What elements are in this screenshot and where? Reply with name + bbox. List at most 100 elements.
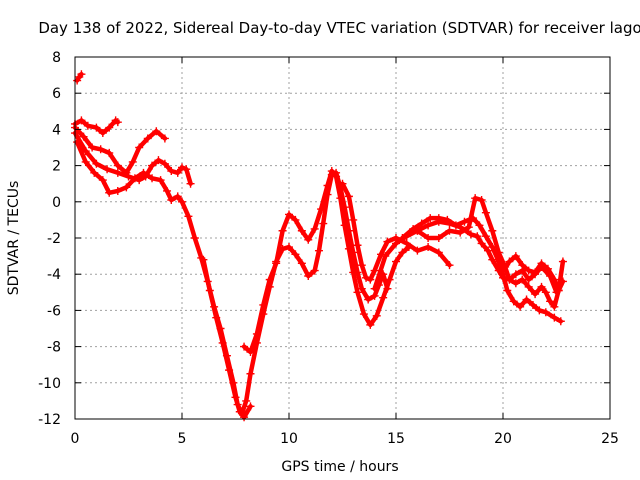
data-point xyxy=(92,123,101,132)
x-axis-label: GPS time / hours xyxy=(281,459,398,475)
data-point xyxy=(304,272,313,281)
data-point xyxy=(190,234,199,242)
data-point xyxy=(550,275,559,284)
data-point xyxy=(550,313,559,322)
data-point xyxy=(424,221,433,230)
data-point xyxy=(558,257,567,266)
data-point xyxy=(466,230,475,239)
series-layer xyxy=(71,70,567,422)
y-tick-label: 2 xyxy=(52,159,61,175)
data-point xyxy=(518,261,527,270)
data-point xyxy=(103,165,112,174)
data-point xyxy=(503,286,512,295)
data-point xyxy=(511,279,520,288)
data-point xyxy=(383,237,392,246)
data-point xyxy=(124,172,133,181)
data-point xyxy=(505,275,514,284)
data-point xyxy=(509,297,518,306)
y-tick-label: -10 xyxy=(38,376,61,392)
data-point xyxy=(310,224,319,233)
data-point xyxy=(130,174,139,183)
data-point xyxy=(285,243,293,252)
data-point xyxy=(332,172,341,181)
data-point xyxy=(456,228,465,237)
data-point xyxy=(516,302,525,311)
data-point xyxy=(92,159,101,168)
data-point xyxy=(139,168,148,177)
y-tick-label: -12 xyxy=(38,412,61,428)
data-point xyxy=(297,226,306,235)
x-tick-label: 20 xyxy=(494,431,512,447)
data-point xyxy=(357,261,366,270)
data-point xyxy=(160,159,169,168)
data-point xyxy=(370,266,379,275)
data-point xyxy=(98,176,107,185)
series-track-5 xyxy=(199,255,255,422)
data-point xyxy=(317,205,326,214)
series-track-11 xyxy=(499,252,567,295)
data-point xyxy=(370,291,379,300)
data-point xyxy=(392,257,400,266)
data-point xyxy=(173,168,182,177)
data-point xyxy=(464,223,473,232)
data-point xyxy=(353,241,362,250)
data-point xyxy=(291,215,300,224)
data-point xyxy=(445,226,454,235)
data-point xyxy=(424,234,433,242)
data-point xyxy=(528,300,537,309)
data-point xyxy=(488,226,497,235)
data-point xyxy=(152,127,161,136)
data-point xyxy=(178,197,186,206)
data-point xyxy=(156,176,165,185)
data-point xyxy=(392,239,400,248)
data-point xyxy=(473,232,482,241)
data-point xyxy=(481,208,490,217)
data-point xyxy=(362,273,371,282)
data-point xyxy=(163,186,172,195)
data-point xyxy=(122,183,131,192)
data-point xyxy=(488,255,497,264)
data-point xyxy=(77,116,86,125)
data-point xyxy=(477,195,486,204)
data-point xyxy=(426,214,435,223)
data-point xyxy=(246,402,255,411)
data-point xyxy=(167,167,176,176)
data-point xyxy=(417,219,426,228)
data-point xyxy=(451,221,460,230)
y-tick-label: -2 xyxy=(47,231,61,247)
data-point xyxy=(323,181,332,190)
data-point xyxy=(445,261,454,270)
data-point xyxy=(409,224,418,233)
data-point xyxy=(184,212,193,221)
data-point xyxy=(310,266,319,275)
data-point xyxy=(541,288,550,297)
data-point xyxy=(278,226,287,235)
data-point xyxy=(556,317,565,326)
data-point xyxy=(537,259,546,268)
data-point xyxy=(357,284,366,293)
data-point xyxy=(524,266,533,275)
data-point xyxy=(340,221,349,230)
data-point xyxy=(518,275,527,284)
y-tick-label: 6 xyxy=(52,86,61,102)
data-point xyxy=(73,138,82,147)
data-point xyxy=(105,148,114,157)
data-point xyxy=(434,234,443,242)
y-tick-label: -4 xyxy=(47,267,61,283)
data-point xyxy=(511,270,520,279)
data-point xyxy=(349,268,358,277)
ticks: 0 5 10 15 20 25 -12 -10 -8 -6 -4 -2 0 2 4 6 8 xyxy=(38,50,619,447)
data-point xyxy=(372,311,381,320)
data-point xyxy=(128,157,137,166)
data-point xyxy=(434,214,443,223)
y-tick-label: 4 xyxy=(52,122,61,138)
data-point xyxy=(381,252,390,261)
data-point xyxy=(413,246,422,255)
data-point xyxy=(79,132,88,141)
data-point xyxy=(349,215,358,224)
series-outlier-cluster xyxy=(73,70,86,85)
series-track-1 xyxy=(71,116,122,138)
data-point xyxy=(537,282,546,291)
data-point xyxy=(366,320,375,329)
x-tick-label: 15 xyxy=(387,431,405,447)
